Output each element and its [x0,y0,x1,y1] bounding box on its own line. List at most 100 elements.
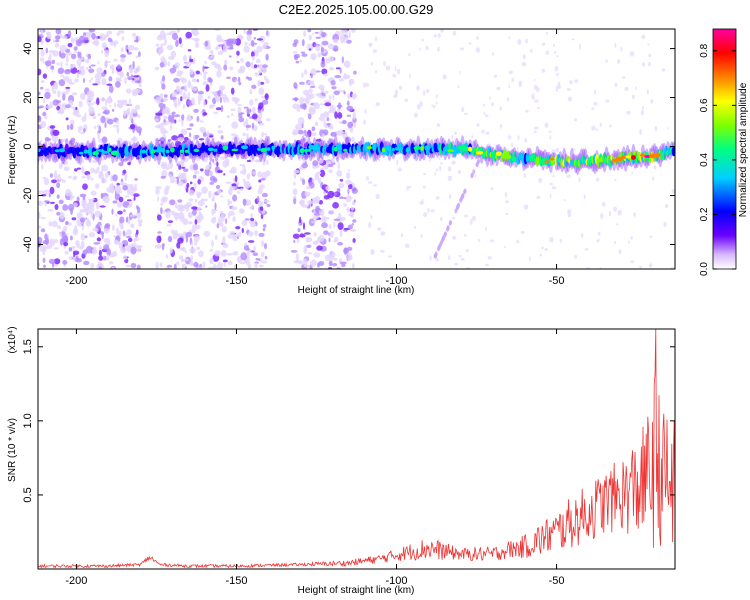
noise-speck [222,259,228,263]
noise-speck [138,221,143,227]
noise-speck [306,186,311,190]
noise-speck [86,98,89,105]
noise-speck [111,67,115,75]
noise-speck [74,168,78,172]
noise-speck [614,241,616,245]
noise-speck [170,175,176,182]
noise-speck [394,66,397,72]
noise-speck [157,231,162,234]
noise-speck [209,82,213,87]
noise-speck [46,104,52,110]
noise-speck [44,238,50,245]
noise-speck [98,249,102,257]
noise-speck [76,196,80,202]
noise-speck [583,194,586,199]
noise-speck [186,182,190,188]
noise-speck [650,98,654,104]
noise-speck [551,149,556,155]
noise-speck [422,90,426,96]
noise-speck [76,212,83,220]
noise-speck [251,113,258,120]
noise-speck [126,49,129,53]
y-tick-label: 1.0 [22,413,34,428]
noise-speck [302,133,306,137]
noise-speck [101,136,108,144]
noise-speck [197,179,201,185]
noise-speck [262,159,266,167]
noise-speck [88,79,92,83]
noise-speck [101,72,106,77]
noise-speck [59,52,66,59]
noise-speck [260,177,266,181]
noise-speck [198,250,204,258]
noise-speck [336,188,341,193]
noise-speck [54,39,60,43]
noise-speck [324,102,332,107]
noise-speck [257,171,263,178]
noise-speck [628,240,630,244]
noise-speck [90,210,94,219]
noise-speck [126,236,132,239]
noise-speck [346,206,350,213]
noise-speck [518,80,522,86]
noise-speck [80,240,85,249]
noise-speck [343,247,350,254]
noise-speck [326,117,330,122]
noise-speck [108,85,114,94]
noise-speck [320,46,324,53]
spectrogram-frame [37,28,676,270]
noise-speck [80,209,85,213]
noise-speck [263,75,267,81]
noise-speck [77,51,80,58]
noise-speck [173,263,177,269]
noise-speck [126,199,132,202]
noise-speck [72,175,78,180]
noise-speck [364,108,367,114]
noise-speck [182,54,188,62]
noise-speck [84,235,88,238]
noise-speck [191,97,195,105]
noise-speck [118,141,124,146]
noise-speck [664,204,669,209]
noise-speck [60,35,68,39]
noise-speck [262,227,266,232]
noise-speck [253,64,258,69]
noise-speck [254,160,261,163]
noise-speck [167,138,172,142]
noise-speck [192,174,197,179]
noise-speck [218,216,225,223]
noise-speck [209,181,214,185]
ridge-peak [260,147,268,153]
noise-speck [177,237,184,244]
noise-speck [423,212,428,218]
noise-speck [257,200,264,208]
noise-speck [96,81,101,84]
noise-speck [230,108,236,111]
noise-speck [155,186,162,190]
noise-speck [124,258,129,264]
noise-speck [104,223,111,229]
noise-speck [51,134,59,143]
noise-speck [111,266,115,269]
noise-speck [330,157,335,163]
noise-speck [174,230,178,235]
noise-speck [38,225,42,229]
noise-speck [330,254,335,261]
noise-speck [133,39,139,43]
noise-speck [121,101,128,105]
noise-speck [126,72,130,77]
noise-speck [38,262,41,267]
noise-speck [171,111,176,115]
noise-speck [329,231,334,239]
colorbar-tick-label: 0.6 [699,98,710,112]
noise-speck [226,76,231,80]
noise-speck [131,118,134,124]
noise-speck [90,77,94,80]
noise-speck [83,260,90,266]
noise-speck [214,250,221,257]
noise-speck [307,113,312,120]
noise-speck [89,200,93,203]
noise-speck [84,59,90,64]
noise-speck [200,168,204,172]
noise-speck [112,250,118,257]
